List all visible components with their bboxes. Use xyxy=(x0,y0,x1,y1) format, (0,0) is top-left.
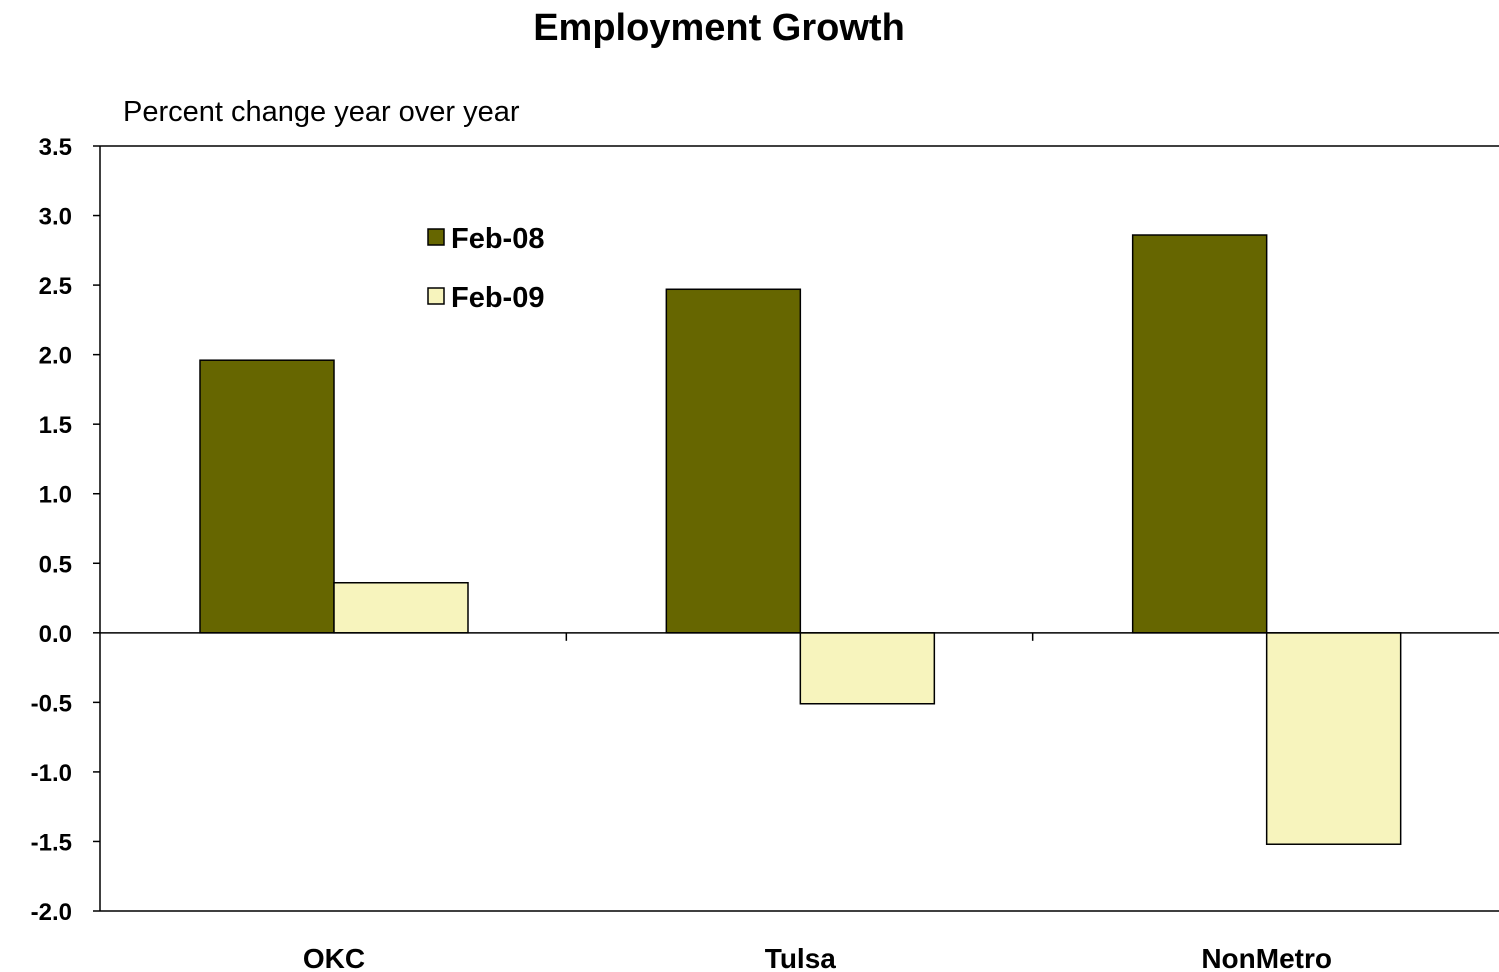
x-category-label: Tulsa xyxy=(765,943,836,972)
chart-title: Employment Growth xyxy=(533,7,905,49)
y-tick-label: -2.0 xyxy=(31,899,72,926)
legend-label: Feb-08 xyxy=(451,223,544,255)
y-tick-label: 1.0 xyxy=(39,482,72,509)
bar-feb-09-nonmetro xyxy=(1265,632,1402,845)
y-tick-label: 2.5 xyxy=(39,273,72,300)
y-tick-label: 1.5 xyxy=(39,412,72,439)
y-tick-label: 0.5 xyxy=(39,551,72,578)
y-tick-label: -1.5 xyxy=(31,829,72,856)
y-tick-label: 0.0 xyxy=(39,621,72,648)
legend-swatch xyxy=(427,287,445,305)
bar-feb-08-tulsa xyxy=(665,288,802,634)
y-tick-label: -0.5 xyxy=(31,690,72,717)
bar-feb-08-nonmetro xyxy=(1131,234,1268,634)
y-tick-label: 3.5 xyxy=(39,134,72,161)
bar-feb-09-okc xyxy=(333,581,469,634)
y-tick-label: 2.0 xyxy=(39,343,72,370)
legend-swatch xyxy=(427,228,445,246)
x-category-label: NonMetro xyxy=(1201,943,1332,972)
chart-subtitle: Percent change year over year xyxy=(123,96,520,128)
y-tick-label: 3.0 xyxy=(39,204,72,231)
y-tick-label: -1.0 xyxy=(31,760,72,787)
x-category-label: OKC xyxy=(303,943,365,972)
plot-area: 3.5 3.0 2.5 2.0 1.5 1.0 0.5 0.0 -0.5 -1.0 -1.5 -2.0… xyxy=(31,134,1499,972)
bar-feb-08-okc xyxy=(199,359,335,634)
bar-feb-09-tulsa xyxy=(799,632,936,705)
legend-label: Feb-09 xyxy=(451,282,544,314)
